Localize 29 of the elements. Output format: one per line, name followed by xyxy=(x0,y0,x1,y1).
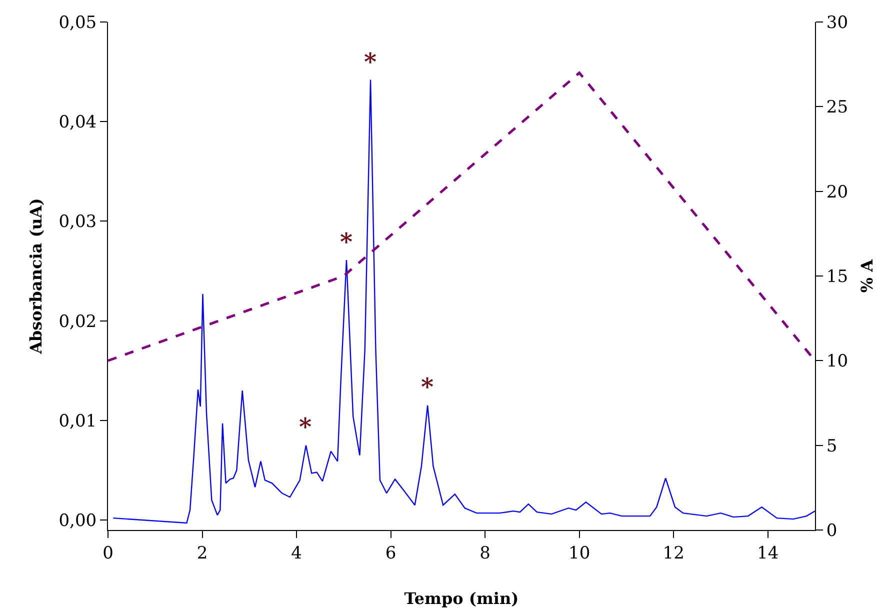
annotation: * xyxy=(299,412,312,441)
y-tick-label: 0,04 xyxy=(58,112,97,133)
y-tick-label: 0,05 xyxy=(58,12,97,33)
y2-tick-label: 10 xyxy=(826,352,848,372)
x-tick-label: 0 xyxy=(102,543,114,564)
x-tick-label: 6 xyxy=(385,543,396,564)
y2-tick-label: 25 xyxy=(826,98,848,118)
y2-tick-label: 15 xyxy=(826,266,848,287)
x-tick-label: 10 xyxy=(568,543,590,564)
y-tick-label: 0,03 xyxy=(58,212,97,232)
x-tick-label: 8 xyxy=(480,543,490,564)
y2-tick-label: 5 xyxy=(826,436,838,456)
annotation: * xyxy=(340,227,353,256)
y-axis-title: Absorbancia (uA) xyxy=(26,198,46,355)
annotation: * xyxy=(421,372,434,401)
y-tick-label: 0,00 xyxy=(58,510,97,531)
y-tick-label: 0,02 xyxy=(58,312,97,332)
line-series xyxy=(112,79,815,524)
x-tick-label: 14 xyxy=(757,543,779,564)
y2-tick-label: 30 xyxy=(826,12,848,33)
x-tick-label: 12 xyxy=(662,543,684,564)
annotation: * xyxy=(364,47,377,76)
x-tick-label: 4 xyxy=(291,543,302,564)
x-tick-label: 2 xyxy=(196,543,208,564)
y2-axis-title: % A xyxy=(858,258,877,293)
x-axis-title: Tempo (min) xyxy=(404,589,519,608)
y2-tick-label: 0 xyxy=(826,520,838,541)
y2-tick-label: 20 xyxy=(826,182,848,202)
y-tick-label: 0,01 xyxy=(58,411,97,432)
